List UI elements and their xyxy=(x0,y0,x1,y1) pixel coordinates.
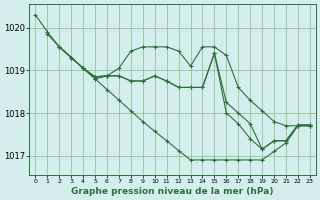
X-axis label: Graphe pression niveau de la mer (hPa): Graphe pression niveau de la mer (hPa) xyxy=(71,187,274,196)
